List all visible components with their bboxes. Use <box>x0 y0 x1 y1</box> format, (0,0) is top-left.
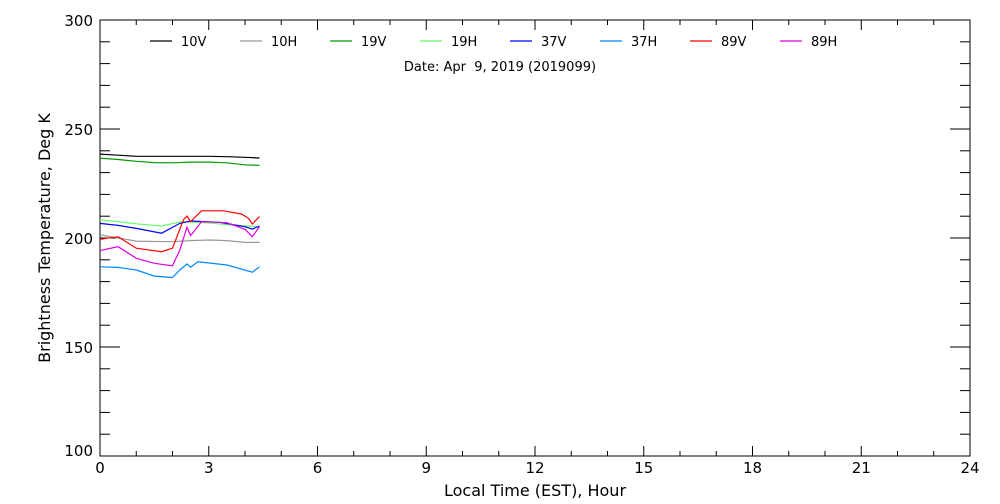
legend-label-89V: 89V <box>721 35 747 50</box>
legend-label-37H: 37H <box>631 35 657 50</box>
legend-label-19V: 19V <box>361 35 387 50</box>
series-line-19H <box>99 219 260 228</box>
x-tick-label: 3 <box>204 459 214 477</box>
y-tick-label: 150 <box>64 339 93 357</box>
axis-ticks <box>99 19 971 457</box>
y-axis-label: Brightness Temperature, Deg K <box>35 113 54 363</box>
x-tick-label: 21 <box>852 459 871 477</box>
legend-label-89H: 89H <box>811 35 837 50</box>
x-tick-labels: 0 3 6 9 12 15 18 21 24 <box>95 459 979 477</box>
series-line-37V <box>99 220 260 234</box>
legend-label-10V: 10V <box>181 35 207 50</box>
legend: 10V 10H 19V 19H 37V 37H 89V 89H <box>150 35 837 50</box>
y-tick-labels: 100 150 200 250 300 <box>64 12 93 460</box>
series-line-37H <box>99 261 260 279</box>
plot-frame <box>99 19 971 457</box>
x-tick-label: 15 <box>634 459 653 477</box>
series-line-10H <box>99 234 260 243</box>
y-tick-label: 250 <box>64 121 93 139</box>
x-tick-label: 9 <box>421 459 431 477</box>
y-tick-label: 300 <box>64 12 93 30</box>
series-lines <box>99 153 260 279</box>
series-line-19V <box>99 157 260 166</box>
series-line-89V <box>99 210 260 253</box>
series-line-89H <box>99 221 260 267</box>
legend-label-19H: 19H <box>451 35 477 50</box>
legend-label-37V: 37V <box>541 35 567 50</box>
x-axis-label: Local Time (EST), Hour <box>444 481 626 500</box>
legend-label-10H: 10H <box>271 35 297 50</box>
y-tick-label: 200 <box>64 230 93 248</box>
x-tick-label: 24 <box>960 459 979 477</box>
series-line-10V <box>99 153 260 159</box>
x-tick-label: 6 <box>313 459 323 477</box>
x-tick-label: 0 <box>95 459 105 477</box>
y-tick-label: 100 <box>64 442 93 460</box>
x-tick-label: 12 <box>525 459 544 477</box>
x-tick-label: 18 <box>743 459 762 477</box>
chart-title: Date: Apr 9, 2019 (2019099) <box>404 60 596 75</box>
